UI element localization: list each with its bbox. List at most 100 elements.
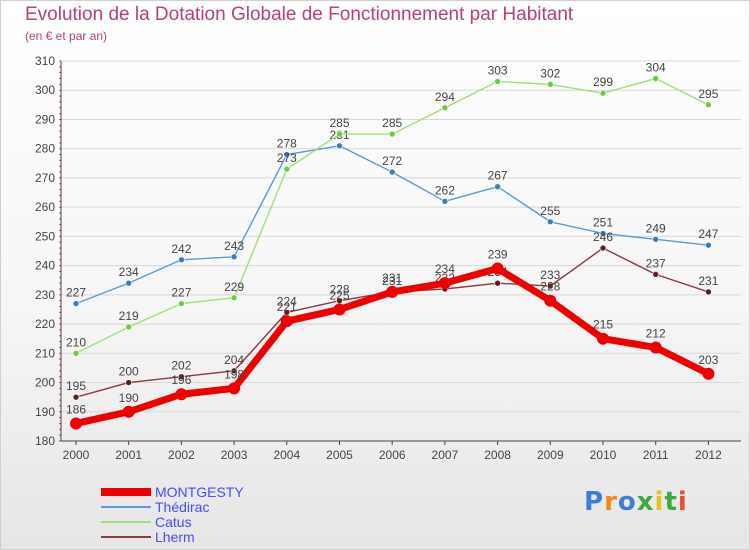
data-label-montgesty: 215 xyxy=(593,318,613,332)
data-label-catus: 294 xyxy=(435,90,455,104)
data-label-catus: 302 xyxy=(540,66,560,80)
data-label-lherm: 237 xyxy=(646,256,666,270)
data-point-catus xyxy=(178,300,185,307)
x-tick-label: 2012 xyxy=(695,448,722,462)
legend-label: Lherm xyxy=(155,529,195,545)
x-tick-label: 2005 xyxy=(326,448,353,462)
data-label-lherm: 195 xyxy=(66,379,86,393)
data-label-montgesty: 190 xyxy=(119,391,139,405)
x-tick-label: 2003 xyxy=(221,448,248,462)
data-label-thedirac: 278 xyxy=(277,137,297,151)
data-point-catus xyxy=(336,130,343,138)
data-point-thedirac xyxy=(336,142,343,150)
data-point-montgesty xyxy=(175,388,188,401)
data-label-montgesty: 221 xyxy=(277,300,297,314)
legend-swatch xyxy=(101,506,151,508)
data-label-thedirac: 243 xyxy=(224,239,244,253)
y-tick-label: 310 xyxy=(35,54,55,68)
logo-letter: t xyxy=(664,487,678,517)
data-label-lherm: 228 xyxy=(329,283,349,297)
data-point-catus xyxy=(283,165,291,173)
legend-label: Catus xyxy=(155,514,192,530)
legend-swatch xyxy=(101,536,151,538)
y-tick-label: 230 xyxy=(35,288,55,302)
data-point-catus xyxy=(652,75,660,82)
data-point-catus xyxy=(546,81,554,88)
data-label-montgesty: 186 xyxy=(66,402,86,416)
data-point-montgesty xyxy=(491,262,504,275)
data-label-montgesty: 203 xyxy=(698,353,718,367)
y-tick-label: 200 xyxy=(35,376,55,390)
data-label-catus: 295 xyxy=(698,87,718,101)
data-point-montgesty xyxy=(70,417,82,430)
data-point-lherm xyxy=(599,244,607,252)
data-label-lherm: 200 xyxy=(119,365,139,379)
x-tick-label: 2008 xyxy=(484,448,511,462)
data-point-thedirac xyxy=(441,198,449,205)
data-label-montgesty: 212 xyxy=(646,326,666,340)
data-label-lherm: 246 xyxy=(593,230,613,244)
proxiti-logo: Proxiti xyxy=(584,487,688,517)
data-label-montgesty: 234 xyxy=(435,262,455,276)
data-point-thedirac xyxy=(546,218,554,226)
data-point-catus xyxy=(230,294,238,302)
data-point-montgesty xyxy=(333,303,346,316)
data-point-montgesty xyxy=(228,382,241,395)
data-point-thedirac xyxy=(178,256,185,264)
y-tick-label: 210 xyxy=(35,346,55,360)
data-point-catus xyxy=(125,323,132,331)
data-point-lherm xyxy=(494,279,501,287)
chart-subtitle: (en € et par an) xyxy=(25,29,108,43)
data-label-montgesty: 196 xyxy=(171,373,191,387)
logo-letter: o xyxy=(617,487,637,517)
x-tick-label: 2004 xyxy=(273,448,300,462)
data-point-thedirac xyxy=(125,279,132,287)
data-label-catus: 299 xyxy=(593,75,613,89)
data-label-montgesty: 225 xyxy=(329,288,349,302)
data-point-montgesty xyxy=(597,332,609,345)
data-point-montgesty xyxy=(544,294,557,307)
data-label-lherm: 231 xyxy=(382,274,402,288)
data-label-catus: 229 xyxy=(224,280,244,294)
x-tick-label: 2009 xyxy=(537,448,564,462)
data-point-montgesty xyxy=(122,405,135,418)
logo-letter: i xyxy=(677,487,688,517)
data-point-thedirac xyxy=(599,230,607,237)
data-point-montgesty xyxy=(702,367,715,380)
data-label-lherm: 202 xyxy=(171,359,191,373)
data-label-thedirac: 227 xyxy=(66,286,86,300)
data-point-thedirac xyxy=(230,253,238,261)
data-point-montgesty xyxy=(280,315,293,328)
data-label-thedirac: 249 xyxy=(646,221,666,235)
y-tick-label: 220 xyxy=(35,317,55,331)
data-point-lherm xyxy=(230,367,238,375)
y-tick-label: 240 xyxy=(35,259,55,273)
y-tick-label: 250 xyxy=(35,229,55,243)
data-label-catus: 303 xyxy=(488,63,508,77)
data-point-lherm xyxy=(72,393,80,401)
data-label-thedirac: 255 xyxy=(540,204,560,218)
data-point-lherm xyxy=(178,373,185,380)
y-tick-label: 300 xyxy=(35,83,55,97)
data-point-montgesty xyxy=(438,277,451,290)
data-point-catus xyxy=(494,78,501,85)
data-label-lherm: 231 xyxy=(698,274,718,288)
data-point-catus xyxy=(441,104,449,112)
data-label-catus: 285 xyxy=(382,116,402,130)
legend-label: MONTGESTY xyxy=(155,484,244,500)
data-point-thedirac xyxy=(652,236,660,243)
data-label-lherm: 204 xyxy=(224,353,244,367)
data-label-montgesty: 231 xyxy=(382,271,402,285)
data-point-catus xyxy=(599,89,607,97)
x-tick-label: 2007 xyxy=(432,448,459,462)
data-point-lherm xyxy=(125,379,132,386)
line-chart: 180 190 200 210 220 230 240 250 260 270 280 290 300 3… xyxy=(35,54,741,462)
data-point-thedirac xyxy=(494,183,501,190)
y-tick-label: 260 xyxy=(35,200,55,214)
x-tick-label: 2000 xyxy=(63,448,90,462)
logo-letter: x xyxy=(636,487,655,517)
x-tick-label: 2002 xyxy=(168,448,195,462)
data-point-thedirac xyxy=(283,151,291,158)
data-label-thedirac: 251 xyxy=(593,215,613,229)
